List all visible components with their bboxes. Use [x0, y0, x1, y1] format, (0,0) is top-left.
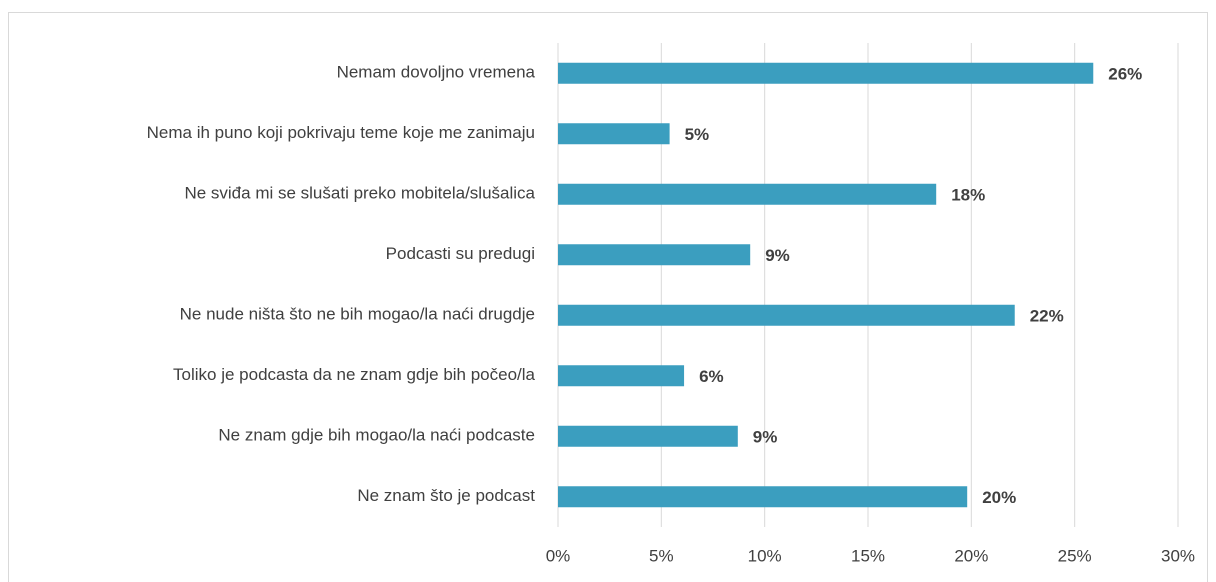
x-tick-label: 10%: [748, 546, 782, 565]
bar: [558, 62, 1094, 84]
value-label: 6%: [699, 367, 724, 386]
bar: [558, 304, 1015, 326]
bar: [558, 183, 937, 205]
y-tick-label: Ne nude ništa što ne bih mogao/la naći d…: [180, 305, 535, 324]
x-tick-label: 25%: [1058, 546, 1092, 565]
x-tick-label: 0%: [546, 546, 571, 565]
bar: [558, 365, 685, 387]
y-tick-label: Podcasti su predugi: [386, 244, 535, 263]
y-tick-label: Ne sviđa mi se slušati preko mobitela/sl…: [184, 184, 535, 203]
value-label: 20%: [982, 488, 1016, 507]
value-label: 9%: [753, 428, 778, 447]
x-tick-label: 15%: [851, 546, 885, 565]
value-label: 18%: [951, 186, 985, 205]
bar: [558, 244, 751, 266]
x-tick-label: 30%: [1161, 546, 1195, 565]
value-label: 22%: [1030, 307, 1064, 326]
y-tick-label: Nema ih puno koji pokrivaju teme koje me…: [147, 123, 535, 142]
bar: [558, 425, 738, 447]
y-tick-label: Ne znam gdje bih mogao/la naći podcaste: [218, 426, 535, 445]
bar: [558, 123, 670, 145]
chart-border: [8, 12, 1208, 582]
x-tick-label: 5%: [649, 546, 674, 565]
value-label: 26%: [1108, 65, 1142, 84]
value-label: 9%: [765, 246, 790, 265]
x-tick-label: 20%: [954, 546, 988, 565]
y-tick-label: Ne znam što je podcast: [357, 486, 535, 505]
value-label: 5%: [685, 125, 710, 144]
y-tick-label: Nemam dovoljno vremena: [337, 63, 536, 82]
y-tick-label: Toliko je podcasta da ne znam gdje bih p…: [173, 365, 536, 384]
bar: [558, 486, 968, 508]
